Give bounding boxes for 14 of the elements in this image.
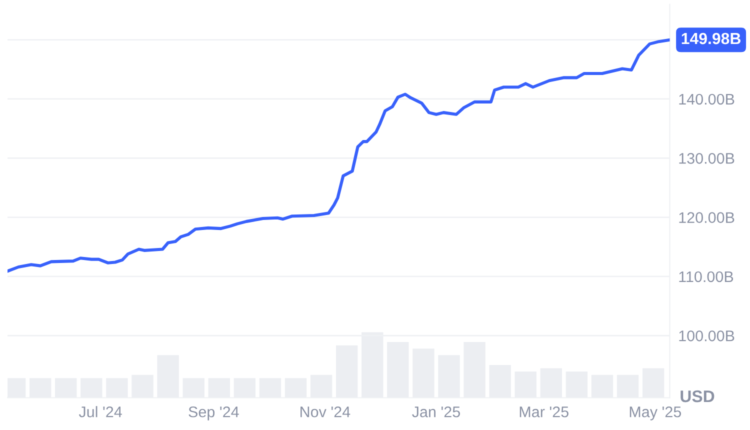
- x-tick-label: Jan '25: [412, 406, 460, 418]
- x-tick-label: Sep '24: [188, 406, 239, 420]
- x-tick-label: May '25: [630, 406, 682, 420]
- x-tick-label: Jul '24: [78, 406, 122, 418]
- y-tick-label: 120.00B: [679, 212, 734, 223]
- x-tick-label: Mar '25: [520, 406, 568, 418]
- y-tick-label: 110.00B: [679, 271, 734, 282]
- annotation: 149.98B: [682, 32, 741, 44]
- y-tick-label: 100.00B: [679, 330, 734, 342]
- x-tick-label: Nov '24: [300, 406, 350, 418]
- line-series: [8, 38, 670, 273]
- y-tick-label: 130.00B: [679, 153, 734, 164]
- y-tick-label: 140.00B: [679, 94, 734, 105]
- y-axis-title: USD: [680, 390, 714, 402]
